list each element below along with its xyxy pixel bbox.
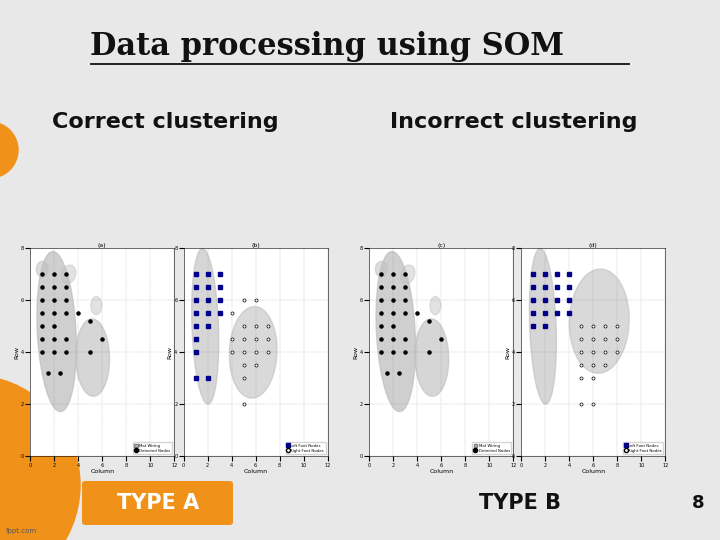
Point	[73, 309, 84, 318]
Point	[60, 283, 72, 292]
Text: Incorrect clustering: Incorrect clustering	[390, 112, 637, 132]
Point	[37, 296, 48, 305]
Point	[400, 296, 411, 305]
Point	[48, 348, 60, 356]
Point	[84, 348, 96, 356]
Ellipse shape	[230, 307, 277, 398]
Circle shape	[0, 122, 18, 178]
Point	[37, 322, 48, 330]
Legend: Mat Wiring, Detected Nodes: Mat Wiring, Detected Nodes	[133, 442, 172, 454]
Text: Data processing using SOM: Data processing using SOM	[90, 31, 564, 62]
Point	[48, 322, 60, 330]
Title: (b): (b)	[251, 243, 260, 248]
Ellipse shape	[415, 319, 449, 396]
Point	[387, 335, 399, 343]
Point	[48, 335, 60, 343]
Point	[376, 335, 387, 343]
Legend: Left Foot Nodes, Right Foot Nodes: Left Foot Nodes, Right Foot Nodes	[286, 442, 325, 454]
Ellipse shape	[61, 265, 76, 284]
Ellipse shape	[36, 261, 48, 277]
Ellipse shape	[529, 248, 557, 404]
X-axis label: Column: Column	[429, 469, 454, 474]
Point	[400, 270, 411, 279]
Point	[423, 348, 435, 356]
Ellipse shape	[375, 261, 387, 277]
Point	[376, 309, 387, 318]
Point	[37, 348, 48, 356]
Title: (a): (a)	[98, 243, 107, 248]
Point	[400, 335, 411, 343]
Title: (d): (d)	[589, 243, 598, 248]
Point	[387, 283, 399, 292]
Ellipse shape	[570, 269, 629, 373]
Point	[42, 369, 54, 377]
Point	[48, 283, 60, 292]
Legend: Left Foot Nodes, Right Foot Nodes: Left Foot Nodes, Right Foot Nodes	[624, 442, 663, 454]
Point	[60, 348, 72, 356]
Text: TYPE B: TYPE B	[479, 493, 561, 513]
Point	[387, 322, 399, 330]
X-axis label: Column: Column	[90, 469, 114, 474]
Ellipse shape	[430, 296, 441, 315]
Point	[400, 283, 411, 292]
Point	[37, 270, 48, 279]
Point	[37, 335, 48, 343]
Point	[60, 309, 72, 318]
Title: (c): (c)	[437, 243, 446, 248]
Y-axis label: Row: Row	[505, 346, 510, 359]
Point	[60, 296, 72, 305]
Point	[423, 317, 435, 326]
Point	[400, 348, 411, 356]
X-axis label: Column: Column	[243, 469, 268, 474]
Point	[387, 309, 399, 318]
Ellipse shape	[192, 248, 219, 404]
Y-axis label: Row: Row	[354, 346, 359, 359]
FancyBboxPatch shape	[82, 481, 233, 525]
Point	[60, 335, 72, 343]
Point	[394, 369, 405, 377]
Point	[37, 309, 48, 318]
Legend: Mat Wiring, Detected Nodes: Mat Wiring, Detected Nodes	[472, 442, 511, 454]
Point	[96, 335, 108, 343]
Point	[387, 270, 399, 279]
Point	[382, 369, 393, 377]
Point	[387, 348, 399, 356]
Ellipse shape	[376, 252, 415, 411]
Point	[387, 296, 399, 305]
Ellipse shape	[37, 252, 76, 411]
Point	[84, 317, 96, 326]
Text: TYPE A: TYPE A	[117, 493, 199, 513]
Ellipse shape	[400, 265, 415, 284]
Text: 8: 8	[692, 494, 704, 512]
Y-axis label: Row: Row	[168, 346, 173, 359]
Point	[376, 348, 387, 356]
Point	[48, 296, 60, 305]
Point	[376, 296, 387, 305]
Point	[37, 283, 48, 292]
Text: Correct clustering: Correct clustering	[52, 112, 279, 132]
Y-axis label: Row: Row	[14, 346, 19, 359]
Point	[48, 309, 60, 318]
Point	[436, 335, 447, 343]
Point	[376, 322, 387, 330]
Ellipse shape	[91, 296, 102, 315]
Ellipse shape	[76, 319, 109, 396]
Point	[48, 270, 60, 279]
Point	[412, 309, 423, 318]
Point	[60, 270, 72, 279]
Point	[400, 309, 411, 318]
Point	[376, 283, 387, 292]
X-axis label: Column: Column	[581, 469, 606, 474]
Circle shape	[0, 375, 80, 540]
Text: fppt.com: fppt.com	[6, 528, 37, 534]
Point	[376, 270, 387, 279]
Point	[55, 369, 66, 377]
